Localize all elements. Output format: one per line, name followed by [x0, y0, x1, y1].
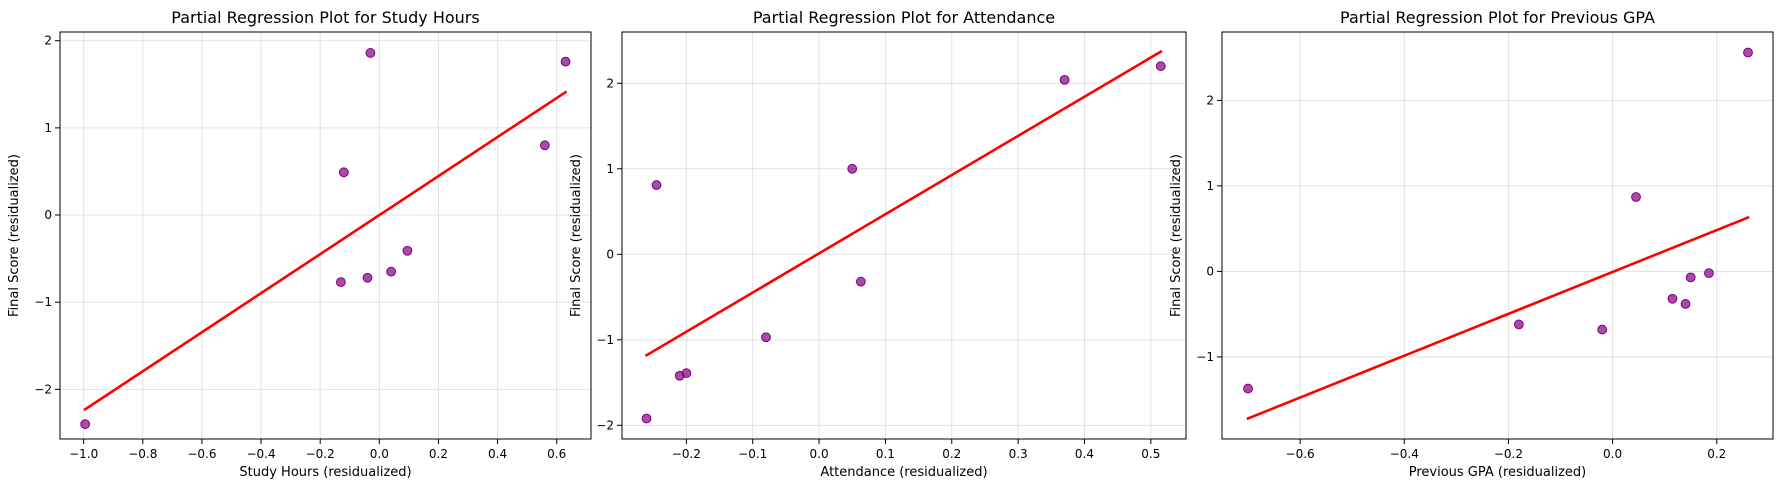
data-point	[338, 167, 349, 178]
x-tick-label: 0.0	[1603, 447, 1622, 461]
x-tick-label: −0.4	[1390, 447, 1419, 461]
y-tick-label: 1	[606, 162, 614, 176]
regression-fit-line	[1246, 215, 1750, 421]
data-point	[681, 368, 692, 379]
y-tick-label: −1	[34, 295, 52, 309]
x-tick-label: 0.4	[1075, 447, 1094, 461]
data-point	[365, 48, 376, 58]
x-tick-label: 0.2	[429, 447, 448, 461]
data-point	[1685, 272, 1696, 283]
y-tick-label: 0	[44, 208, 52, 222]
data-point	[651, 180, 662, 190]
y-tick-label: −2	[34, 382, 52, 396]
y-tick-label: 2	[1206, 93, 1214, 107]
data-point	[847, 163, 858, 174]
y-axis-label: Final Score (residualized)	[569, 154, 584, 317]
data-point	[80, 419, 91, 430]
data-point	[362, 272, 373, 283]
x-tick-label: 0.0	[810, 447, 829, 461]
panel-attendance: −0.2 −0.1 0.0 0.1 0.2 0.3 0.4 0.5 −2 −1 0 1 2 Partial…	[569, 8, 1187, 480]
regression-fit-line	[644, 49, 1163, 357]
x-tick-label: 0.5	[1141, 447, 1160, 461]
data-point	[641, 413, 652, 424]
x-tick-label: 0.3	[1009, 447, 1028, 461]
y-tick-label: 2	[44, 34, 52, 48]
x-axis-label: Attendance (residualized)	[820, 465, 987, 480]
x-tick-label: −0.2	[1494, 447, 1523, 461]
x-tick-label: −0.4	[246, 447, 275, 461]
data-point	[1680, 299, 1691, 309]
data-point	[335, 277, 346, 288]
x-tick-label: −1.0	[69, 447, 98, 461]
x-tick-label: 0.4	[488, 447, 507, 461]
y-tick-label: 2	[606, 76, 614, 90]
y-tick-label: 0	[606, 247, 614, 261]
x-tick-label: −0.2	[672, 447, 701, 461]
y-tick-label: 1	[44, 121, 52, 135]
data-point	[539, 140, 550, 151]
y-tick-label: −2	[596, 418, 614, 432]
x-tick-label: 0.2	[942, 447, 961, 461]
x-axis-label: Study Hours (residualized)	[239, 465, 411, 480]
y-axis-label: Final Score (residualized)	[1169, 154, 1184, 317]
data-point	[761, 332, 771, 343]
chart-title: Partial Regression Plot for Study Hours	[171, 8, 479, 27]
y-tick-label: −1	[596, 333, 614, 347]
x-tick-label: −0.6	[1286, 447, 1315, 461]
x-tick-label: −0.1	[738, 447, 767, 461]
data-point	[386, 266, 397, 277]
x-tick-label: 0.0	[370, 447, 389, 461]
plot-frame	[59, 31, 592, 440]
data-point	[1667, 293, 1678, 304]
panel-study-hours: −1.0 −0.8 −0.6 −0.4 −0.2 0.0 0.2 0.4 0.6 −2 −1 0 1 2 P…	[7, 8, 592, 480]
chart-title: Partial Regression Plot for Previous GPA	[1340, 8, 1655, 27]
data-point	[1155, 61, 1166, 72]
panel-previous-gpa: −0.6 −0.4 −0.2 0.0 0.2 −1 0 1 2 Partial Regressio…	[1169, 8, 1774, 480]
x-tick-label: 0.2	[1707, 447, 1726, 461]
data-point	[1059, 74, 1070, 85]
y-axis-label: Final Score (residualized)	[7, 154, 22, 317]
y-tick-label: 0	[1206, 264, 1214, 278]
data-point	[1743, 47, 1753, 58]
y-tick-label: 1	[1206, 179, 1214, 193]
x-tick-label: −0.6	[187, 447, 216, 461]
data-point	[1243, 383, 1253, 394]
data-point	[1513, 319, 1524, 330]
regression-fit-line	[83, 90, 568, 412]
data-point	[1631, 192, 1641, 202]
data-point	[402, 245, 413, 256]
x-axis-label: Previous GPA (residualized)	[1409, 465, 1587, 480]
x-tick-label: −0.8	[128, 447, 157, 461]
x-tick-label: −0.2	[306, 447, 335, 461]
data-point	[1597, 324, 1608, 335]
x-tick-label: 0.6	[547, 447, 566, 461]
plot-frame	[1221, 31, 1774, 440]
x-tick-label: 0.1	[876, 447, 895, 461]
data-point	[855, 276, 866, 287]
y-tick-label: −1	[1196, 350, 1214, 364]
data-point	[1704, 268, 1714, 279]
chart-title: Partial Regression Plot for Attendance	[753, 8, 1055, 27]
plot-frame	[621, 31, 1187, 440]
data-point	[560, 56, 571, 67]
